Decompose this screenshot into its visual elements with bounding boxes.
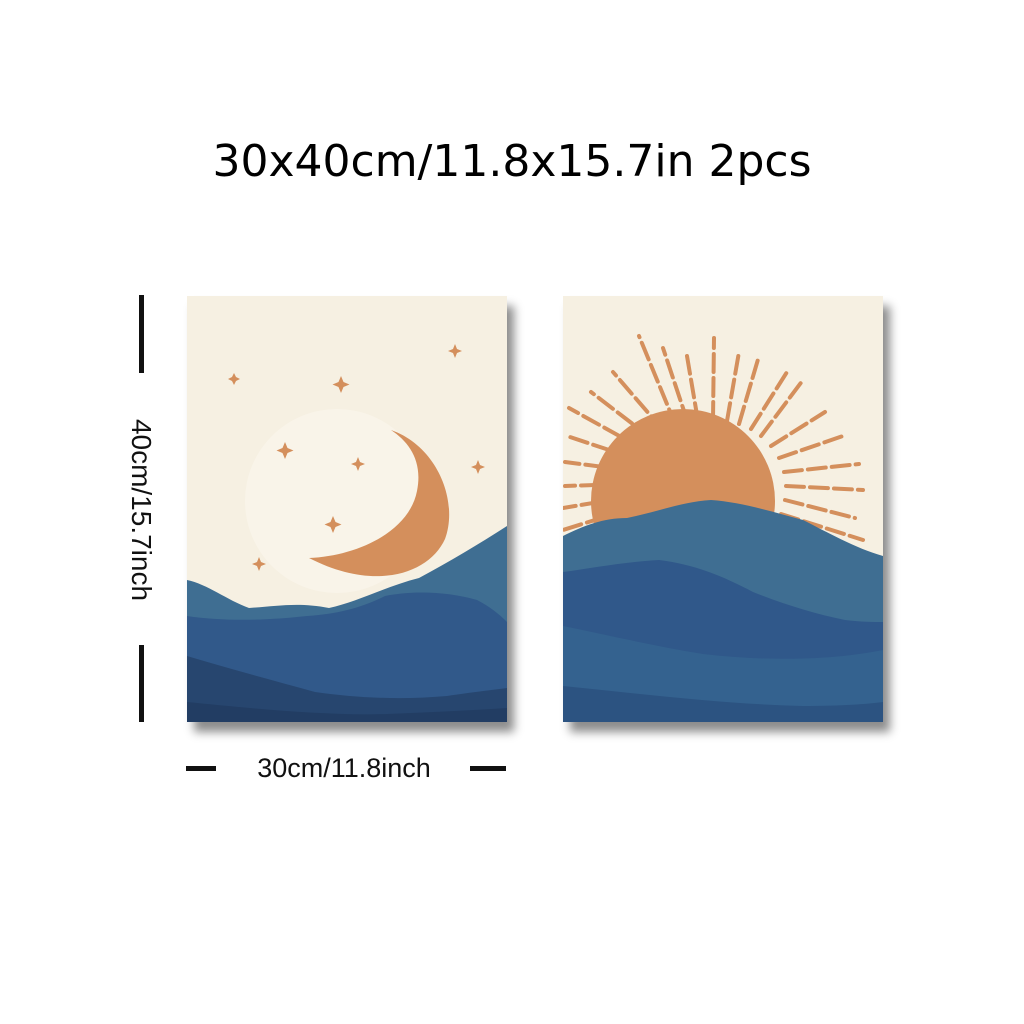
star-icon: [252, 557, 266, 571]
star-icon: [448, 344, 462, 358]
mountain-front: [187, 656, 507, 722]
height-dimension-line-bottom: [139, 645, 144, 722]
star-icon: [351, 457, 365, 471]
star-icon: [228, 373, 240, 385]
height-dimension-label: 40cm/15.7inch: [126, 418, 157, 602]
width-dimension-label: 30cm/11.8inch: [257, 753, 431, 783]
moon-artwork: [187, 296, 507, 722]
crescent-moon-icon: [309, 430, 450, 577]
height-dimension-line-top: [139, 295, 144, 373]
star-icon: [471, 460, 485, 474]
star-icons: [228, 344, 485, 571]
star-icon: [332, 376, 350, 393]
sun-canvas-panel: [563, 296, 883, 722]
moon-canvas-panel: [187, 296, 507, 722]
sun-artwork: [563, 296, 883, 722]
star-icon: [276, 442, 294, 459]
width-dimension-line-right: [470, 766, 506, 771]
size-title: 30x40cm/11.8x15.7in 2pcs: [212, 136, 812, 187]
width-dimension-line-left: [186, 766, 216, 771]
star-icon: [324, 516, 342, 533]
